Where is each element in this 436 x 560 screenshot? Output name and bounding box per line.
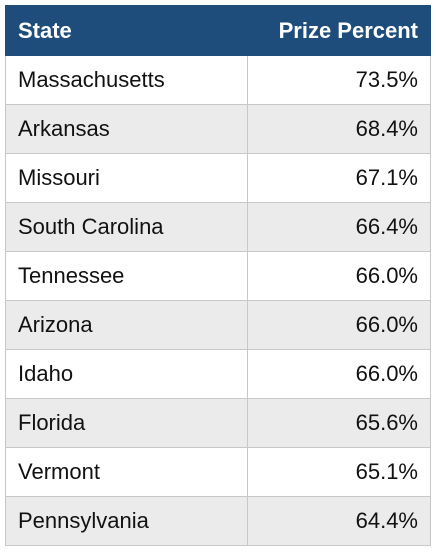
percent-cell: 66.4% <box>247 202 431 252</box>
table-row: Florida 65.6% <box>5 398 431 448</box>
percent-cell: 66.0% <box>247 300 431 350</box>
table-row: Massachusetts 73.5% <box>5 55 431 105</box>
table-row: Vermont 65.1% <box>5 447 431 497</box>
percent-cell: 66.0% <box>247 251 431 301</box>
state-cell: Arkansas <box>5 104 248 154</box>
state-cell: Massachusetts <box>5 55 248 105</box>
state-cell: Florida <box>5 398 248 448</box>
table-body: Massachusetts 73.5% Arkansas 68.4% Missouri 6… <box>5 55 431 546</box>
table-header: State Prize Percent <box>5 5 431 56</box>
state-cell: Arizona <box>5 300 248 350</box>
percent-cell: 65.1% <box>247 447 431 497</box>
header-row: State Prize Percent <box>5 5 431 56</box>
table-row: Missouri 67.1% <box>5 153 431 203</box>
table-row: Arizona 66.0% <box>5 300 431 350</box>
table-row: South Carolina 66.4% <box>5 202 431 252</box>
state-cell: Idaho <box>5 349 248 399</box>
state-cell: Vermont <box>5 447 248 497</box>
percent-cell: 65.6% <box>247 398 431 448</box>
table-row: Tennessee 66.0% <box>5 251 431 301</box>
state-cell: South Carolina <box>5 202 248 252</box>
table-row: Idaho 66.0% <box>5 349 431 399</box>
header-cell: Prize Percent <box>247 5 431 56</box>
header-cell: State <box>5 5 248 56</box>
state-cell: Pennsylvania <box>5 496 248 546</box>
table-row: Pennsylvania 64.4% <box>5 496 431 546</box>
percent-cell: 73.5% <box>247 55 431 105</box>
table: State Prize Percent Massachusetts 73.5% Ar… <box>5 5 431 546</box>
percent-cell: 68.4% <box>247 104 431 154</box>
state-cell: Missouri <box>5 153 248 203</box>
percent-cell: 64.4% <box>247 496 431 546</box>
state-cell: Tennessee <box>5 251 248 301</box>
percent-cell: 67.1% <box>247 153 431 203</box>
table-row: Arkansas 68.4% <box>5 104 431 154</box>
percent-cell: 66.0% <box>247 349 431 399</box>
